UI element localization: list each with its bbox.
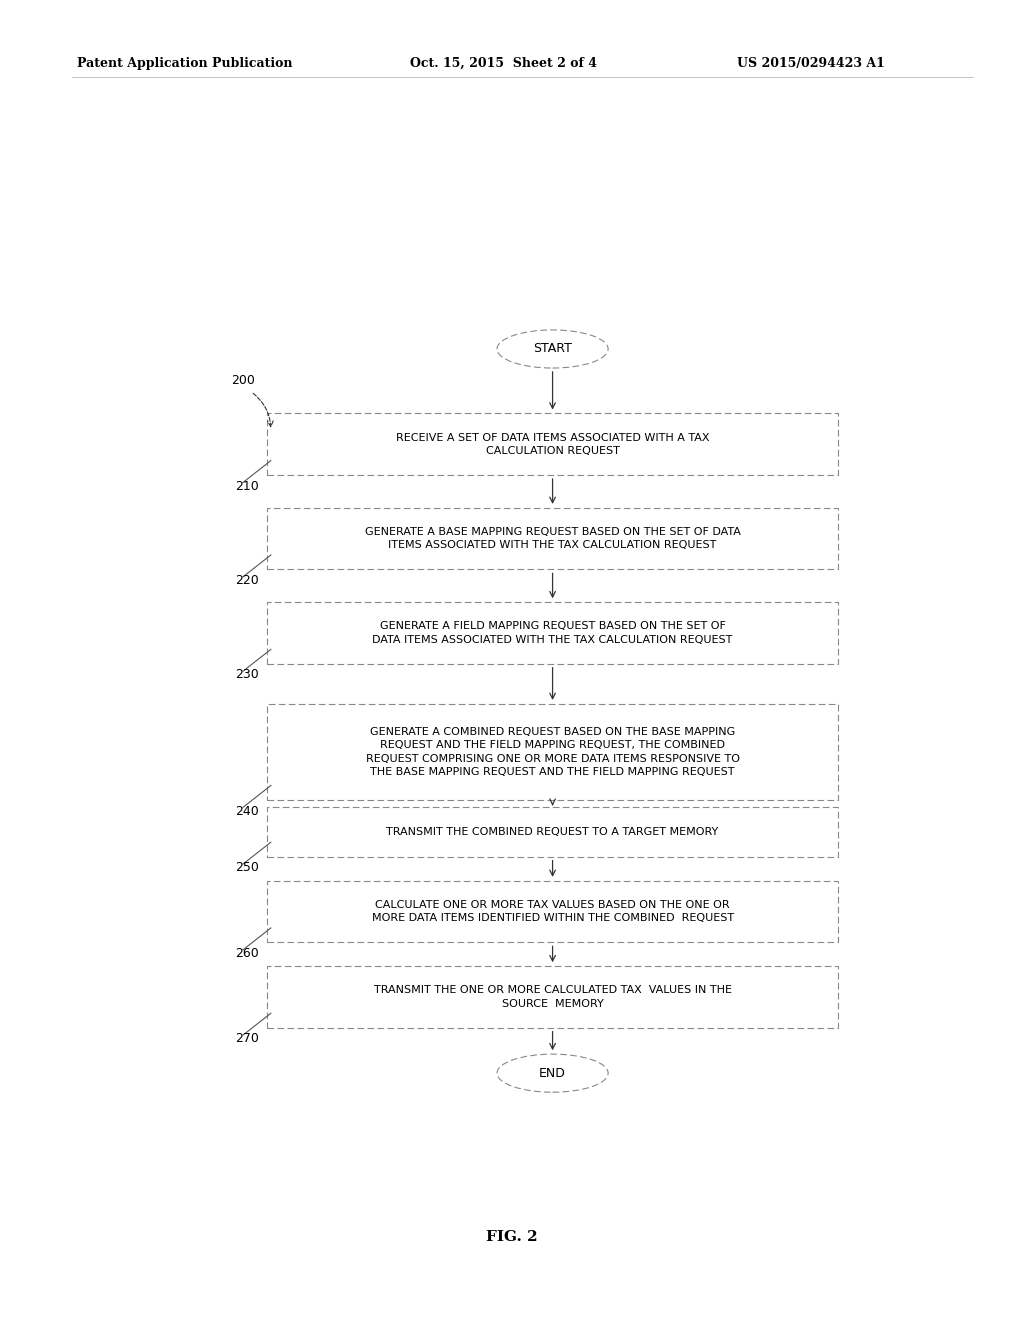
Text: 220: 220: [236, 574, 259, 587]
Text: RECEIVE A SET OF DATA ITEMS ASSOCIATED WITH A TAX
CALCULATION REQUEST: RECEIVE A SET OF DATA ITEMS ASSOCIATED W…: [396, 433, 710, 455]
Text: Patent Application Publication: Patent Application Publication: [77, 57, 292, 70]
Text: 210: 210: [236, 479, 259, 492]
Text: GENERATE A COMBINED REQUEST BASED ON THE BASE MAPPING
REQUEST AND THE FIELD MAPP: GENERATE A COMBINED REQUEST BASED ON THE…: [366, 727, 739, 776]
Text: START: START: [534, 342, 572, 355]
Bar: [267, 602, 839, 664]
Text: 260: 260: [236, 946, 259, 960]
Ellipse shape: [497, 1055, 608, 1092]
Bar: [267, 966, 839, 1028]
Bar: [267, 413, 839, 475]
Text: CALCULATE ONE OR MORE TAX VALUES BASED ON THE ONE OR
MORE DATA ITEMS IDENTIFIED : CALCULATE ONE OR MORE TAX VALUES BASED O…: [372, 900, 733, 923]
Text: Oct. 15, 2015  Sheet 2 of 4: Oct. 15, 2015 Sheet 2 of 4: [410, 57, 597, 70]
Bar: [267, 508, 839, 569]
Text: GENERATE A FIELD MAPPING REQUEST BASED ON THE SET OF
DATA ITEMS ASSOCIATED WITH : GENERATE A FIELD MAPPING REQUEST BASED O…: [373, 622, 733, 644]
Bar: [267, 704, 839, 800]
Text: TRANSMIT THE ONE OR MORE CALCULATED TAX  VALUES IN THE
SOURCE  MEMORY: TRANSMIT THE ONE OR MORE CALCULATED TAX …: [374, 985, 731, 1008]
Bar: [267, 880, 839, 942]
Text: 200: 200: [231, 375, 255, 387]
Text: TRANSMIT THE COMBINED REQUEST TO A TARGET MEMORY: TRANSMIT THE COMBINED REQUEST TO A TARGE…: [386, 826, 719, 837]
Text: GENERATE A BASE MAPPING REQUEST BASED ON THE SET OF DATA
ITEMS ASSOCIATED WITH T: GENERATE A BASE MAPPING REQUEST BASED ON…: [365, 527, 740, 550]
Text: 230: 230: [236, 668, 259, 681]
Text: FIG. 2: FIG. 2: [486, 1230, 538, 1245]
Ellipse shape: [497, 330, 608, 368]
Text: 250: 250: [236, 861, 259, 874]
Text: 240: 240: [236, 805, 259, 817]
Text: END: END: [540, 1067, 566, 1080]
Text: US 2015/0294423 A1: US 2015/0294423 A1: [737, 57, 885, 70]
Text: 270: 270: [236, 1032, 259, 1045]
Bar: [267, 807, 839, 857]
